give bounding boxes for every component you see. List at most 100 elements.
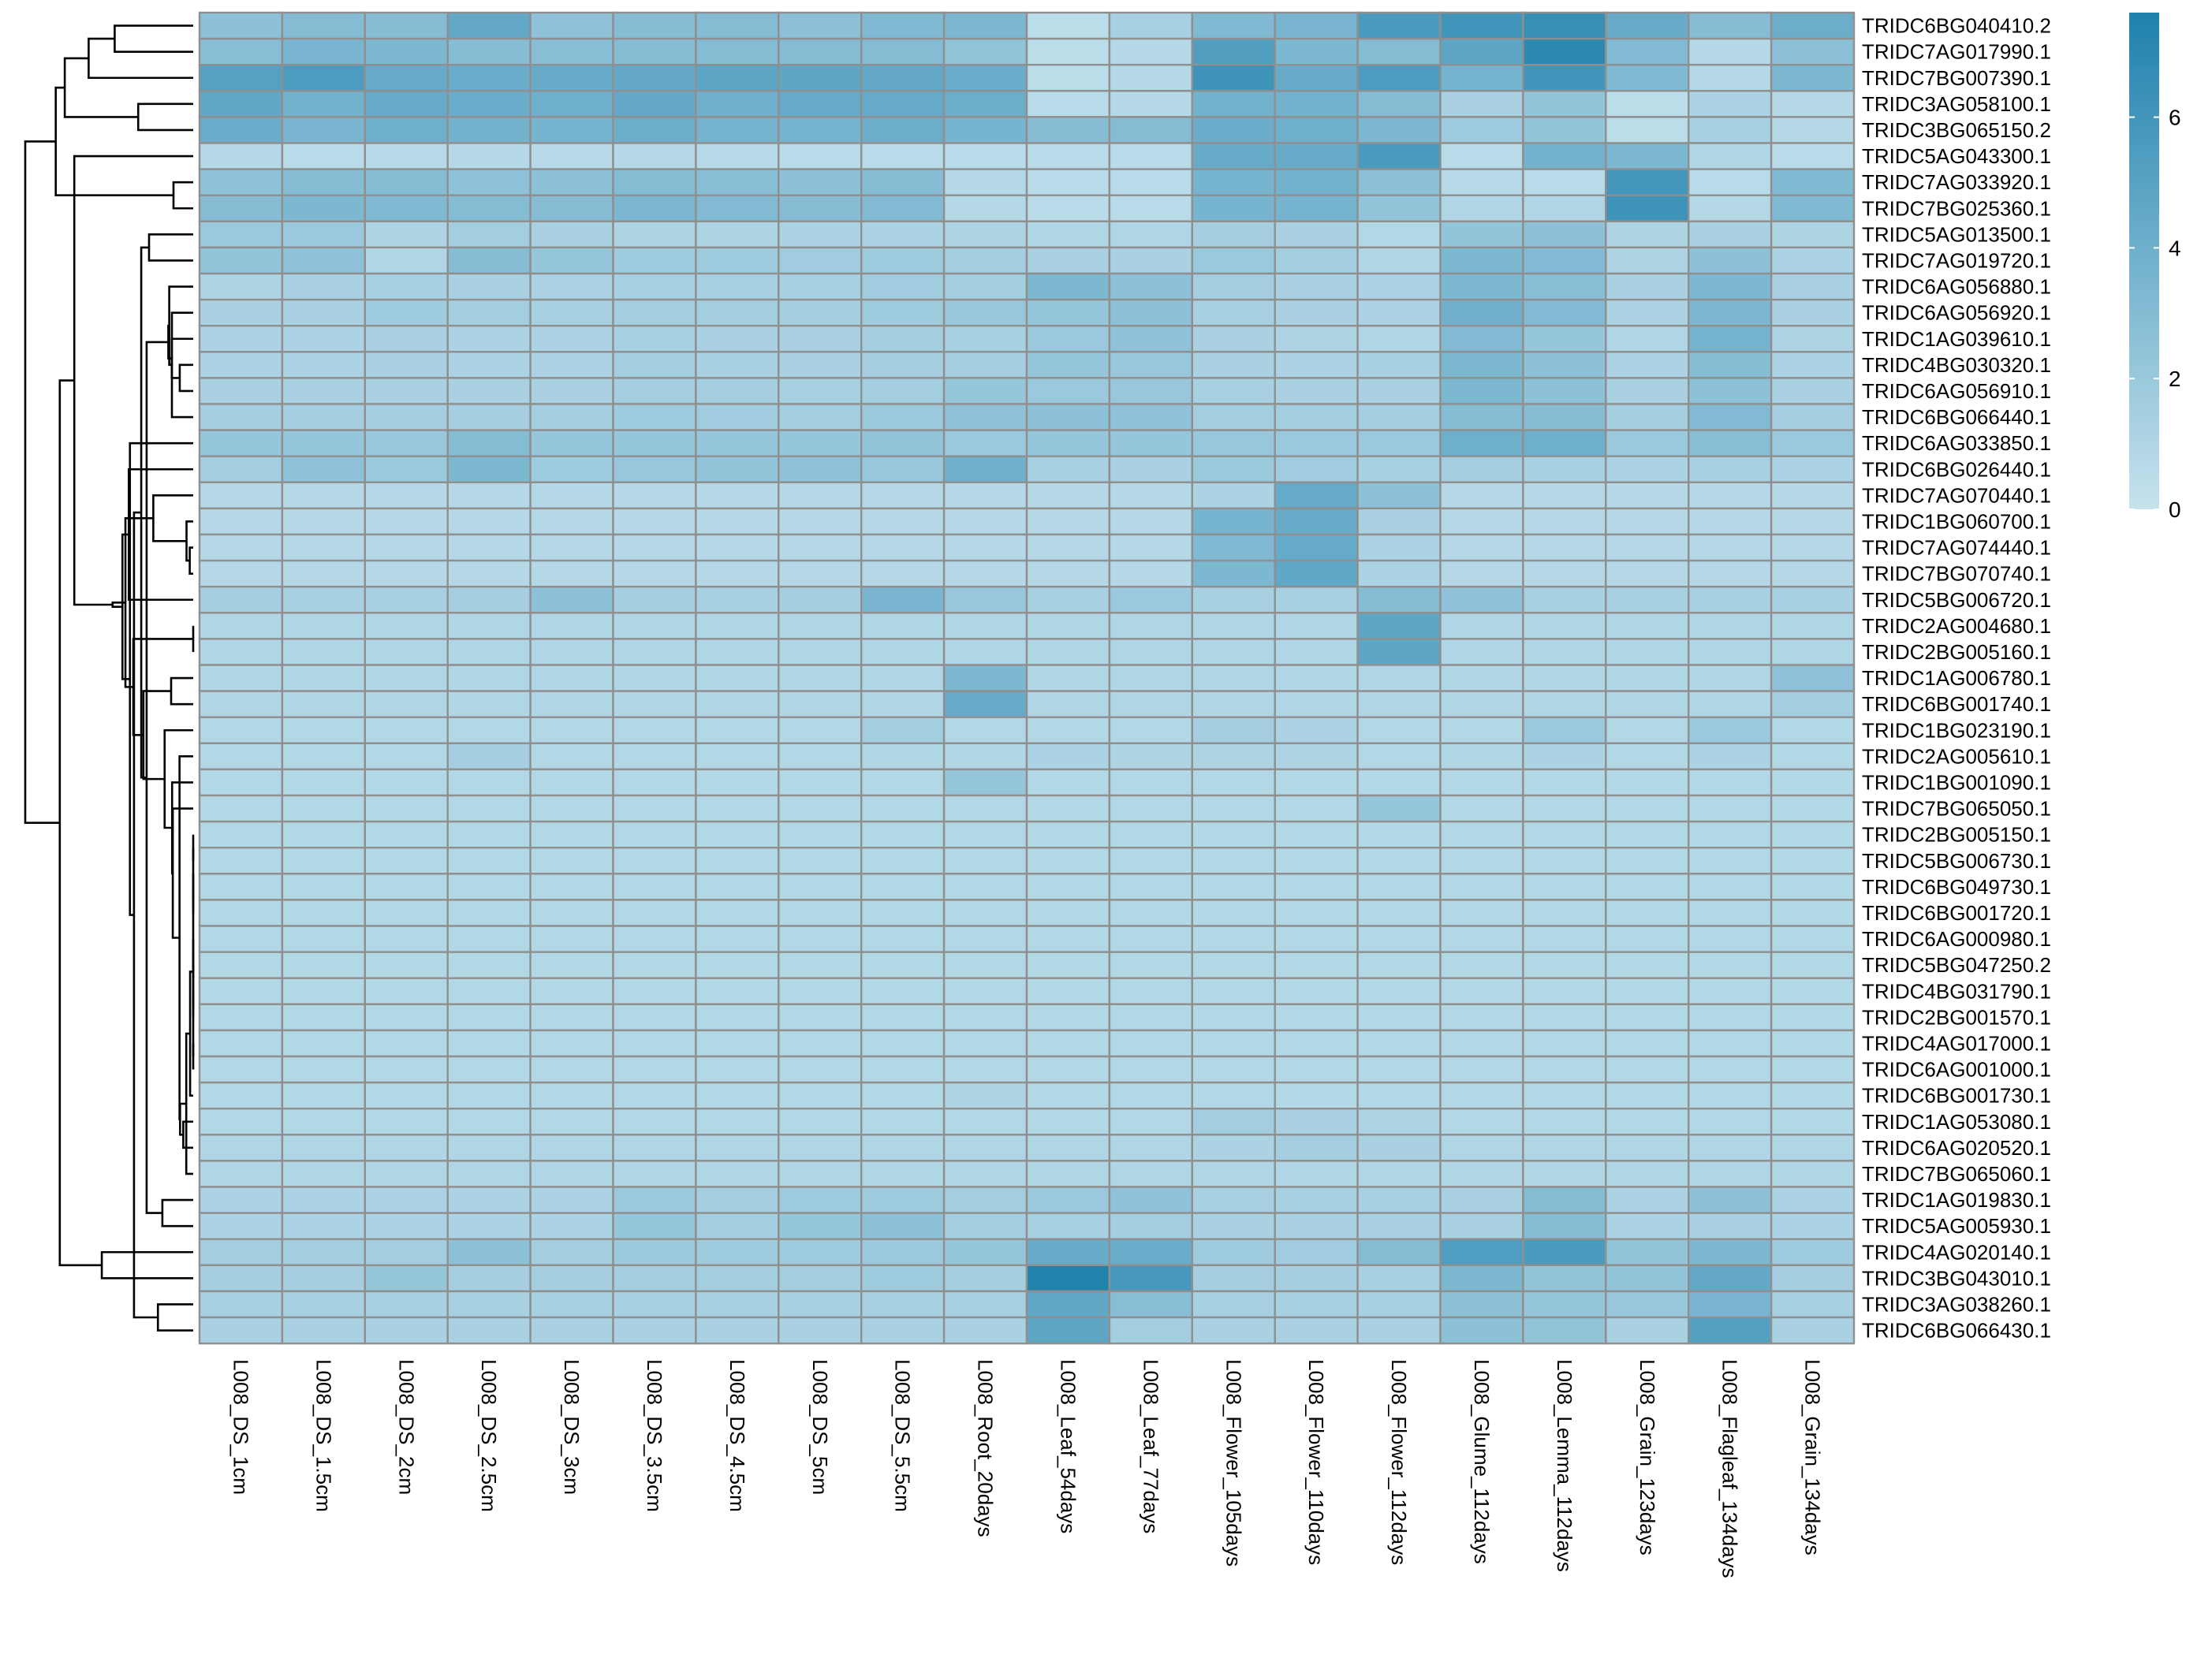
- heatmap-cell: [860, 1264, 946, 1293]
- heatmap-cell: [1522, 507, 1607, 536]
- heatmap-cell: [1025, 1160, 1111, 1188]
- heatmap-cell: [281, 351, 366, 379]
- heatmap-cell: [942, 1264, 1028, 1293]
- heatmap-cell: [281, 899, 366, 927]
- heatmap-cell: [364, 1134, 449, 1162]
- heatmap-cell: [1274, 298, 1359, 327]
- heatmap-cell: [446, 1107, 532, 1136]
- heatmap-cell: [1605, 1160, 1690, 1188]
- heatmap-cell: [1025, 1029, 1111, 1058]
- heatmap-cell: [1522, 246, 1607, 275]
- heatmap-cell: [1356, 925, 1442, 953]
- heatmap-cell: [1605, 1316, 1690, 1345]
- heatmap-cell: [1770, 194, 1856, 222]
- row-label: TRIDC6AG033850.1: [1862, 431, 2051, 455]
- heatmap-cell: [778, 1316, 863, 1345]
- heatmap-cell: [1522, 90, 1607, 118]
- heatmap-cell: [1025, 716, 1111, 745]
- heatmap-cell: [942, 794, 1028, 823]
- heatmap-cell: [1191, 1055, 1276, 1084]
- heatmap-cell: [1191, 612, 1276, 640]
- heatmap-cell: [364, 533, 449, 562]
- heatmap-cell: [1770, 1029, 1856, 1058]
- heatmap-cell: [695, 742, 780, 771]
- heatmap-cell: [446, 977, 532, 1005]
- row-label: TRIDC6AG001000.1: [1862, 1058, 2051, 1082]
- heatmap-cell: [1274, 1029, 1359, 1058]
- heatmap-cell: [1356, 1290, 1442, 1319]
- heatmap-cell: [1687, 194, 1773, 222]
- heatmap-cell: [778, 1055, 863, 1084]
- heatmap-cell: [1191, 768, 1276, 797]
- heatmap-cell: [1108, 455, 1194, 484]
- heatmap-cell: [1687, 742, 1773, 771]
- heatmap-cell: [1025, 690, 1111, 718]
- heatmap-cell: [695, 768, 780, 797]
- heatmap-cell: [942, 716, 1028, 745]
- heatmap-cell: [860, 481, 946, 510]
- heatmap-cell: [942, 1160, 1028, 1188]
- heatmap-cell: [1025, 846, 1111, 875]
- heatmap-cell: [364, 455, 449, 484]
- heatmap-cell: [1439, 11, 1524, 40]
- heatmap-cell: [1356, 873, 1442, 901]
- heatmap-cell: [695, 820, 780, 849]
- heatmap-cell: [1522, 1316, 1607, 1345]
- heatmap-cell: [529, 638, 614, 666]
- heatmap-cell: [446, 742, 532, 771]
- heatmap-cell: [695, 11, 780, 40]
- heatmap-cell: [281, 1160, 366, 1188]
- heatmap-cell: [1191, 1290, 1276, 1319]
- heatmap-cell: [612, 1264, 697, 1293]
- heatmap-cell: [1356, 1055, 1442, 1084]
- row-label: TRIDC2BG005150.1: [1862, 823, 2051, 847]
- heatmap-cell: [281, 246, 366, 275]
- heatmap-cell: [695, 1290, 780, 1319]
- heatmap-cell: [1770, 298, 1856, 327]
- heatmap-cell: [1605, 873, 1690, 901]
- heatmap-cell: [446, 899, 532, 927]
- heatmap-cell: [281, 481, 366, 510]
- column-label: L008_DS_5.5cm: [891, 1359, 915, 1512]
- heatmap-cell: [695, 272, 780, 301]
- heatmap-cell: [1605, 1290, 1690, 1319]
- heatmap-cell: [1439, 1264, 1524, 1293]
- heatmap-cell: [860, 820, 946, 849]
- heatmap-cell: [1191, 1160, 1276, 1188]
- heatmap-cell: [1108, 351, 1194, 379]
- heatmap-cell: [860, 246, 946, 275]
- heatmap-cell: [778, 429, 863, 457]
- heatmap-cell: [695, 403, 780, 431]
- heatmap-cell: [1191, 846, 1276, 875]
- heatmap-cell: [612, 1186, 697, 1214]
- heatmap-cell: [446, 1134, 532, 1162]
- heatmap-cell: [612, 820, 697, 849]
- heatmap-cell: [1605, 768, 1690, 797]
- heatmap-cell: [364, 716, 449, 745]
- heatmap-cell: [612, 168, 697, 196]
- heatmap-cell: [860, 1290, 946, 1319]
- heatmap-cell: [198, 533, 284, 562]
- column-labels: L008_DS_1cm L008_DS_1.5cm L008_DS_2cm L008_…: [229, 1359, 1824, 1578]
- heatmap-cell: [1274, 716, 1359, 745]
- heatmap-cell: [364, 664, 449, 692]
- heatmap-cell: [860, 925, 946, 953]
- heatmap-cell: [1274, 116, 1359, 144]
- heatmap-cell: [529, 742, 614, 771]
- heatmap-cell: [1770, 507, 1856, 536]
- heatmap-cell: [1356, 246, 1442, 275]
- heatmap-cell: [1522, 1186, 1607, 1214]
- heatmap-cell: [778, 612, 863, 640]
- heatmap-cell: [695, 325, 780, 353]
- heatmap-cell: [1025, 1238, 1111, 1266]
- heatmap-cell: [612, 794, 697, 823]
- column-label: L008_Grain_134days: [1801, 1359, 1825, 1555]
- heatmap-cell: [281, 1316, 366, 1345]
- heatmap-cell: [1274, 1264, 1359, 1293]
- heatmap-cell: [1522, 820, 1607, 849]
- heatmap-cell: [1025, 742, 1111, 771]
- heatmap-cell: [1522, 1264, 1607, 1293]
- heatmap-cell: [1687, 403, 1773, 431]
- heatmap-cell: [1025, 63, 1111, 92]
- heatmap-cell: [1356, 1160, 1442, 1188]
